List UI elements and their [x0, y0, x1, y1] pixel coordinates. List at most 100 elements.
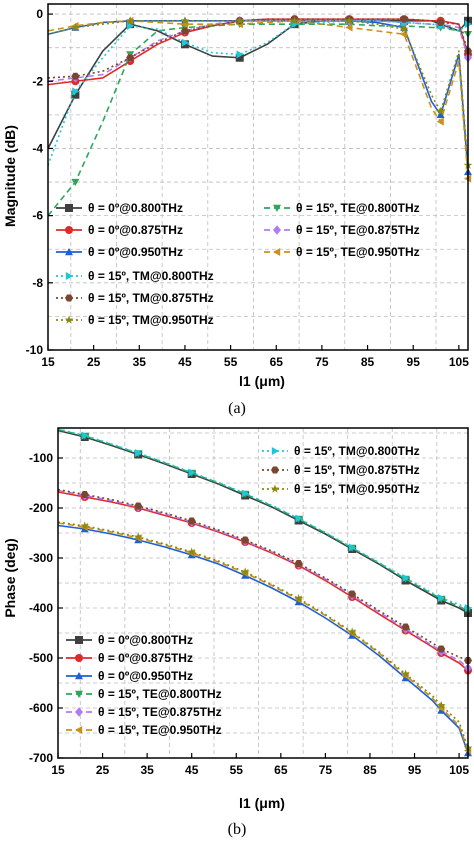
- y-tick-label: -100: [29, 451, 53, 465]
- ticks-a: 15 25 35 45 55 65 75 85 95 105 0 -2 -4 -6 -8 -10: [26, 7, 470, 369]
- data-point: [80, 521, 90, 530]
- y-tick-label: -400: [29, 601, 53, 615]
- legend-entry: θ = 15º, TM@0.950THz: [56, 313, 214, 327]
- data-point: [187, 547, 197, 556]
- data-point: [235, 16, 245, 25]
- legend-entry: θ = 0º@0.800THz: [66, 633, 193, 647]
- legend-label: θ = 0º@0.950THz: [88, 245, 183, 259]
- x-tick-label: 35: [140, 763, 154, 777]
- legend-label: θ = 15º, TE@0.950THz: [296, 245, 420, 259]
- legend-label: θ = 0º@0.800THz: [98, 633, 193, 647]
- legend-marker: [64, 315, 74, 324]
- data-point: [241, 536, 250, 544]
- legend-entry: θ = 15º, TE@0.800THz: [66, 687, 222, 701]
- data-point: [81, 431, 89, 440]
- data-point: [135, 449, 143, 457]
- series-line: [57, 522, 469, 751]
- legend-label: θ = 15º, TM@0.950THz: [294, 482, 420, 496]
- legend-marker: [75, 654, 83, 662]
- series-line: [57, 428, 469, 609]
- legend-label: θ = 15º, TE@0.800THz: [296, 201, 420, 215]
- data-point: [134, 502, 143, 510]
- legend-entry: θ = 0º@0.875THz: [66, 651, 193, 665]
- x-tick-label: 65: [274, 763, 288, 777]
- series-0-800: [57, 429, 472, 617]
- y-axis-label-b: Phase (deg): [2, 538, 18, 617]
- legend-marker: [75, 690, 83, 698]
- plot-frame-b: [57, 427, 469, 759]
- legend-marker: [65, 294, 73, 302]
- legend-a: θ = 0º@0.800THz θ = 0º@0.875THz θ = 0º@0.9…: [56, 201, 420, 327]
- series-line: [57, 429, 469, 614]
- data-point: [347, 627, 357, 636]
- series-line: [47, 19, 469, 166]
- legend-marker: [75, 726, 83, 734]
- x-tick-label: 105: [449, 763, 469, 777]
- series-line: [47, 19, 469, 179]
- x-tick-label: 35: [133, 355, 147, 369]
- legend-marker: [273, 248, 281, 256]
- legend-entry: θ = 0º@0.950THz: [56, 245, 183, 259]
- data-point: [181, 38, 189, 47]
- y-tick-label: -4: [32, 141, 43, 155]
- data-point: [133, 532, 143, 541]
- x-tick-label: 55: [230, 763, 244, 777]
- y-axis-label-a: Magnitude (dB): [2, 125, 18, 227]
- x-tick-label: 95: [408, 763, 422, 777]
- series-line: [47, 19, 469, 149]
- grid-a: [48, 4, 468, 351]
- data-point: [401, 623, 410, 631]
- y-tick-label: -2: [32, 74, 43, 88]
- legend-label: θ = 15º, TE@0.875THz: [296, 223, 420, 237]
- series-line: [57, 488, 469, 662]
- legend-label: θ = 15º, TM@0.800THz: [294, 444, 420, 458]
- series-layer-b: [57, 428, 473, 757]
- legend-marker: [271, 466, 279, 474]
- legend-marker: [75, 707, 83, 717]
- y-tick-label: -300: [29, 551, 53, 565]
- legend-label: θ = 0º@0.800THz: [88, 201, 183, 215]
- data-point: [240, 567, 250, 576]
- y-tick-label: -700: [29, 751, 53, 765]
- legend-marker: [273, 204, 281, 212]
- data-point: [294, 560, 303, 567]
- legend-label: θ = 15º, TM@0.875THz: [294, 463, 420, 477]
- data-point: [126, 54, 135, 62]
- legend-label: θ = 0º@0.875THz: [98, 651, 193, 665]
- x-tick-label: 65: [270, 355, 284, 369]
- data-point: [436, 117, 444, 126]
- legend-entry: θ = 0º@0.800THz: [56, 201, 183, 215]
- data-point: [72, 87, 80, 96]
- series-tm0-875: [57, 488, 472, 664]
- legend-entry: θ = 0º@0.950THz: [66, 669, 193, 683]
- legend-entry: θ = 15º, TM@0.875THz: [56, 291, 214, 305]
- series-0-875: [47, 15, 472, 86]
- x-tick-label: 95: [407, 355, 421, 369]
- legend-entry: θ = 15º, TM@0.875THz: [262, 463, 420, 477]
- series-line: [57, 524, 469, 754]
- legend-marker: [271, 447, 279, 455]
- series-line: [57, 428, 469, 612]
- x-tick-label: 75: [319, 763, 333, 777]
- data-point: [344, 16, 354, 25]
- data-point: [437, 645, 446, 653]
- legend-entry: θ = 15º, TM@0.950THz: [262, 482, 420, 496]
- data-point: [71, 72, 80, 80]
- data-point: [399, 24, 409, 33]
- data-point: [126, 21, 135, 30]
- legend-entry: θ = 15º, TE@0.950THz: [66, 723, 222, 737]
- data-point: [241, 489, 250, 498]
- legend-marker: [65, 272, 73, 280]
- legend-b: θ = 15º, TM@0.800THz θ = 15º, TM@0.875THz…: [66, 444, 420, 737]
- legend-entry: θ = 0º@0.875THz: [56, 223, 183, 237]
- series-line: [57, 491, 469, 672]
- series-0-800: [47, 16, 472, 149]
- data-point: [71, 178, 80, 187]
- series-tm0-800: [57, 428, 472, 612]
- data-point: [80, 491, 89, 498]
- data-point: [436, 110, 445, 119]
- y-tick-label: 0: [36, 7, 43, 21]
- data-point: [180, 16, 190, 25]
- legend-label: θ = 15º, TM@0.800THz: [88, 269, 214, 283]
- legend-label: θ = 15º, TM@0.950THz: [88, 313, 214, 327]
